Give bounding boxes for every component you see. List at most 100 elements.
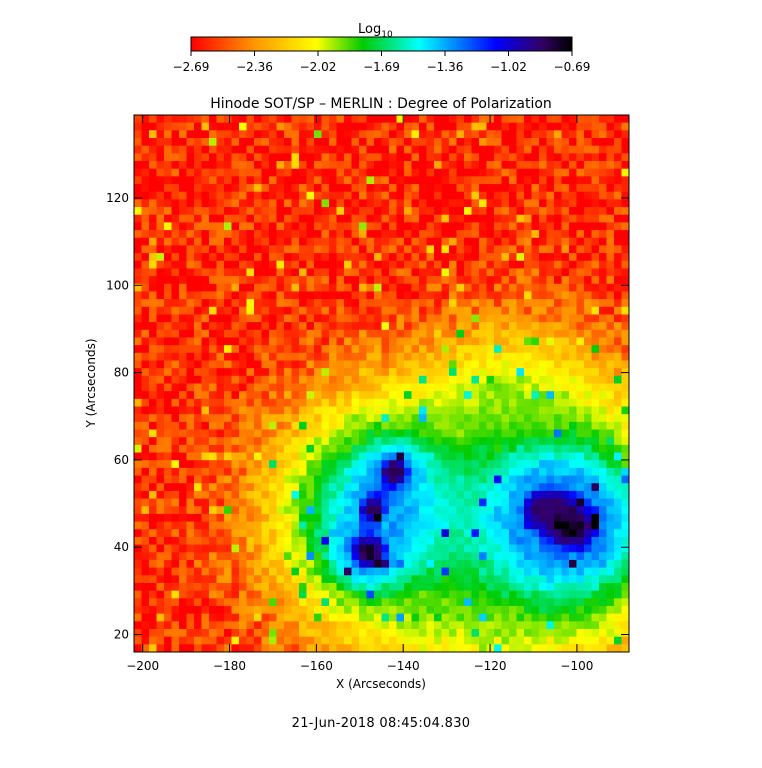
heatmap-cell [419, 276, 428, 285]
heatmap-cell [231, 406, 240, 415]
heatmap-cell [464, 529, 473, 538]
heatmap-cell [269, 567, 278, 576]
heatmap-cell [359, 253, 368, 262]
heatmap-cell [621, 337, 629, 346]
heatmap-cell [396, 421, 405, 431]
heatmap-cell [546, 260, 555, 270]
heatmap-cell [494, 552, 503, 561]
heatmap-cell [179, 605, 188, 615]
heatmap-cell [419, 544, 428, 553]
heatmap-cell [569, 590, 578, 599]
heatmap-cell [456, 582, 465, 592]
heatmap-cell [314, 352, 323, 362]
heatmap-cell [299, 337, 308, 346]
heatmap-cell [621, 398, 629, 408]
heatmap-cell [531, 276, 540, 285]
heatmap-cell [516, 567, 525, 576]
heatmap-cell [261, 590, 270, 599]
heatmap-cell [344, 383, 353, 392]
heatmap-cell [389, 513, 398, 523]
y-tick-label: 120 [106, 191, 129, 205]
heatmap-cell [344, 559, 353, 569]
heatmap-cell [231, 161, 240, 170]
heatmap-cell [374, 214, 383, 223]
heatmap-cell [516, 130, 525, 139]
heatmap-cell [314, 337, 323, 346]
heatmap-cell [284, 222, 293, 231]
heatmap-cell [524, 115, 533, 124]
heatmap-cell [239, 253, 248, 262]
heatmap-cell [486, 398, 495, 408]
heatmap-cell [179, 214, 188, 223]
heatmap-cell [434, 582, 443, 592]
heatmap-cell [396, 283, 405, 293]
heatmap-cell [381, 314, 390, 323]
heatmap-cell [471, 483, 480, 492]
heatmap-cell [366, 237, 375, 247]
heatmap-cell [336, 536, 345, 546]
heatmap-cell [486, 184, 495, 193]
heatmap-cell [164, 391, 173, 400]
heatmap-cell [456, 207, 465, 216]
heatmap-cell [599, 644, 608, 652]
heatmap-cell [351, 245, 360, 254]
heatmap-cell [561, 567, 570, 576]
heatmap-cell [366, 268, 375, 277]
heatmap-cell [299, 375, 308, 385]
heatmap-cell [164, 628, 173, 638]
heatmap-cell [501, 168, 510, 177]
heatmap-cell [306, 552, 315, 561]
heatmap-cell [539, 383, 548, 392]
heatmap-cell [554, 421, 563, 431]
heatmap-cell [179, 245, 188, 254]
heatmap-cell [531, 414, 540, 423]
heatmap-cell [299, 414, 308, 423]
heatmap-cell [299, 590, 308, 599]
heatmap-cell [471, 184, 480, 193]
heatmap-cell [576, 299, 585, 308]
heatmap-cell [314, 283, 323, 293]
heatmap-cell [479, 199, 488, 208]
heatmap-cell [156, 176, 165, 185]
heatmap-cell [501, 184, 510, 193]
heatmap-cell [276, 237, 285, 247]
heatmap-cell [539, 115, 548, 124]
heatmap-cell [201, 475, 210, 484]
heatmap-cell [501, 145, 510, 154]
heatmap-cell [501, 506, 510, 515]
heatmap-cell [576, 222, 585, 231]
heatmap-cell [314, 460, 323, 469]
heatmap-cell [531, 437, 540, 446]
heatmap-cell [576, 544, 585, 553]
heatmap-cell [396, 598, 405, 607]
heatmap-cell [374, 437, 383, 446]
heatmap-cell [396, 299, 405, 308]
heatmap-cell [501, 598, 510, 607]
heatmap-cell [546, 253, 555, 262]
heatmap-cell [284, 567, 293, 576]
heatmap-cell [411, 598, 420, 607]
heatmap-cell [381, 644, 390, 652]
heatmap-cell [509, 352, 518, 362]
heatmap-cell [366, 598, 375, 607]
heatmap-cell [314, 276, 323, 285]
heatmap-cell [314, 260, 323, 270]
heatmap-cell [306, 306, 315, 316]
heatmap-cell [584, 184, 593, 193]
heatmap-cell [284, 598, 293, 607]
heatmap-cell [584, 161, 593, 170]
heatmap-cell [156, 536, 165, 546]
heatmap-cell [449, 115, 458, 124]
heatmap-cell [591, 582, 600, 592]
heatmap-cell [621, 613, 629, 622]
heatmap-cell [471, 621, 480, 630]
y-tick-label: 60 [114, 453, 129, 467]
heatmap-cell [186, 276, 195, 285]
heatmap-cell [291, 452, 300, 461]
heatmap-cell [539, 237, 548, 247]
heatmap-cell [239, 429, 248, 438]
heatmap-cell [306, 375, 315, 385]
heatmap-cell [449, 414, 458, 423]
heatmap-cell [569, 621, 578, 630]
heatmap-cell [291, 536, 300, 546]
